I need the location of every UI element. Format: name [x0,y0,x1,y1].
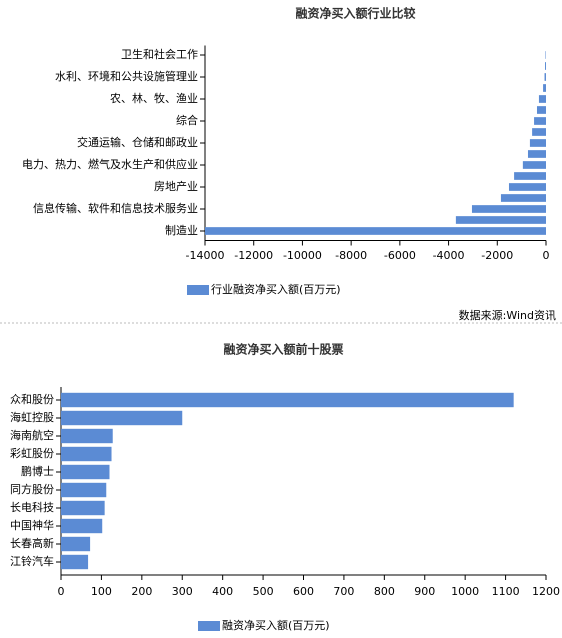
y-tick-label: 水利、环境和公共设施管理业 [55,69,198,83]
bar [61,518,103,534]
bar [544,73,546,81]
bar [61,536,91,552]
bar [527,150,546,158]
y-tick-label: 鹏博士 [21,465,54,478]
y-tick-label: 中国神华 [10,518,54,532]
source: 数据来源:Wind资讯 [459,308,556,322]
y-tick-label: 卫生和社会工作 [121,47,198,61]
bar [61,464,110,480]
legend-swatch [198,621,220,631]
x-tick-label: -6000 [384,249,416,262]
x-tick-label: -12000 [234,249,273,262]
y-tick-label: 海南航空 [10,428,54,442]
y-tick-label: 彩虹股份 [10,447,54,460]
x-tick-label: -14000 [186,249,225,262]
x-tick-label: -2000 [481,249,513,262]
bar [522,161,546,169]
y-tick-label: 房地产业 [154,179,198,193]
y-tick-label: 江铃汽车 [10,554,54,568]
y-tick-label: 海虹控股 [10,410,54,424]
y-tick-label: 交通运输、仓储和邮政业 [77,135,198,149]
y-tick-label: 众和股份 [10,393,54,406]
x-tick-label: 600 [293,585,314,598]
y-tick-label: 电力、热力、燃气及水生产和供应业 [22,157,198,171]
bar [514,172,546,180]
y-tick-label: 农、林、牧、渔业 [110,91,198,105]
x-tick-label: -8000 [335,249,367,262]
x-tick-label: 100 [91,585,112,598]
bar [61,500,105,516]
bar [205,227,546,235]
x-tick-label: -10000 [283,249,322,262]
bar [61,446,112,462]
y-tick-label: 信息传输、软件和信息技术服务业 [33,201,198,215]
x-tick-label: 1100 [492,585,520,598]
bar [543,84,546,92]
legend-label: 融资净买入额(百万元) [222,618,330,632]
x-tick-label: 400 [212,585,233,598]
x-tick-label: -4000 [433,249,465,262]
x-tick-label: 200 [131,585,152,598]
bar [61,410,183,426]
x-tick-label: 1000 [451,585,479,598]
chart-title: 融资净买入额前十股票 [223,342,343,357]
bar [534,117,546,125]
bar [61,428,113,444]
bar [455,216,546,224]
bar [545,62,546,70]
x-tick-label: 300 [172,585,193,598]
x-tick-label: 900 [414,585,435,598]
bar [500,194,546,202]
y-tick-label: 综合 [176,113,198,127]
y-tick-label: 长电科技 [10,500,54,514]
bar [508,183,546,191]
bar [536,106,546,114]
x-tick-label: 0 [58,585,65,598]
x-tick-label: 0 [543,249,550,262]
legend-swatch [187,285,209,295]
bar [61,482,107,498]
x-tick-label: 500 [253,585,274,598]
x-tick-label: 1200 [532,585,560,598]
chart-title: 融资净买入额行业比较 [295,6,415,21]
bar [529,139,546,147]
bar [538,95,546,103]
legend-label: 行业融资净买入额(百万元) [211,282,341,296]
bar [61,554,89,570]
x-tick-label: 800 [374,585,395,598]
bar [471,205,546,213]
y-tick-label: 长春高新 [10,536,54,550]
bar [532,128,546,136]
y-tick-label: 制造业 [165,223,198,237]
y-tick-label: 同方股份 [10,482,54,496]
bar [61,392,514,408]
x-tick-label: 700 [333,585,354,598]
